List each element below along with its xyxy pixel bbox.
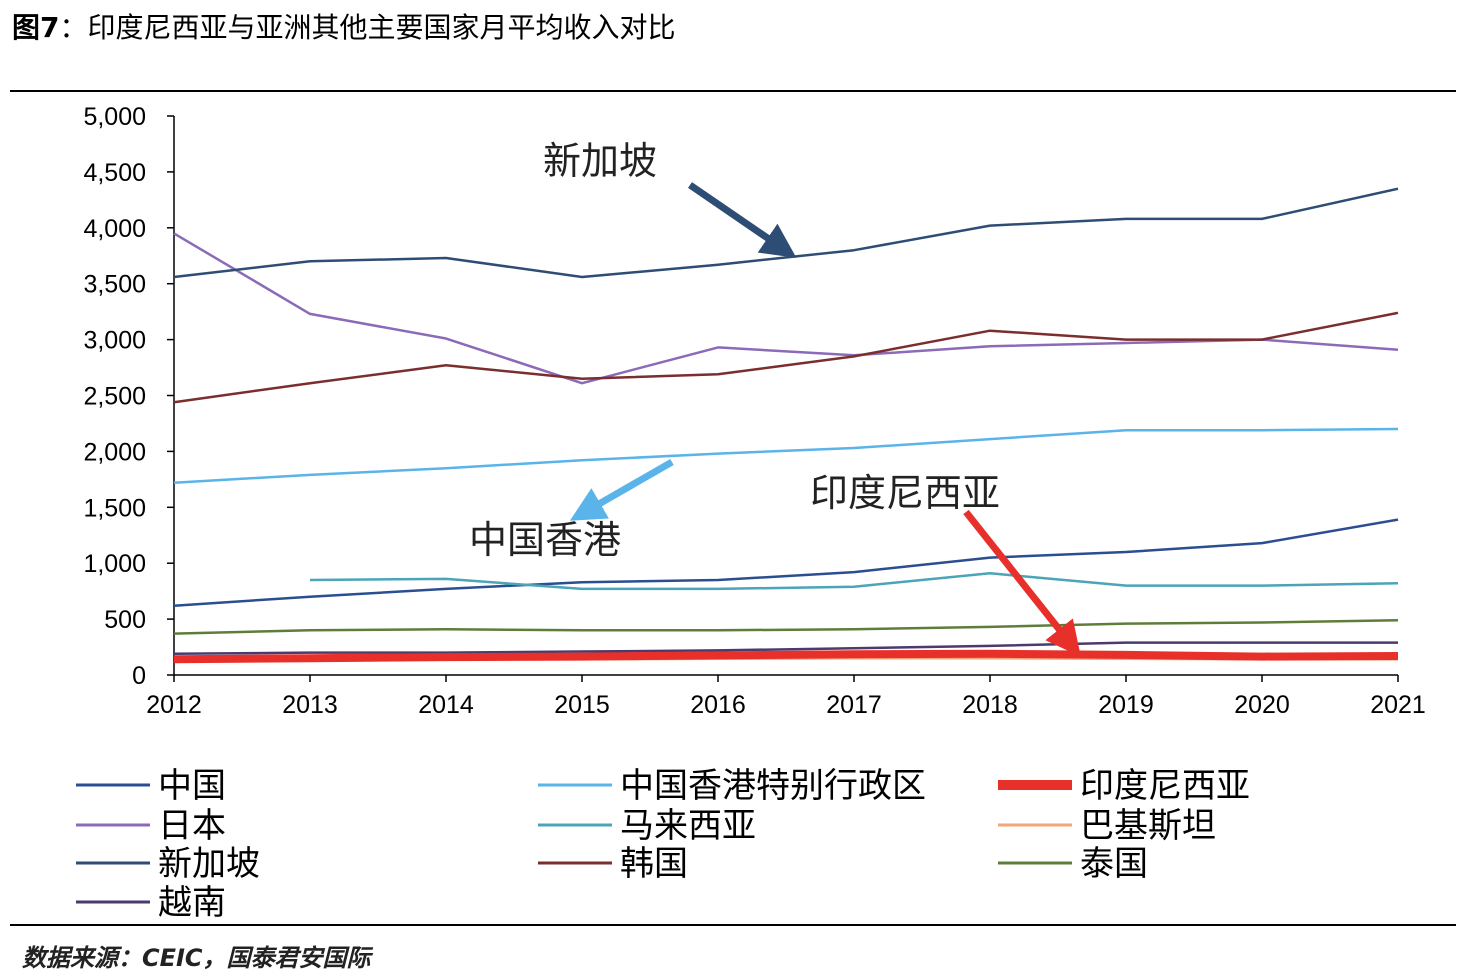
annotation-arrow xyxy=(963,509,1081,657)
series-line xyxy=(173,427,1399,484)
annotation-label: 新加坡 xyxy=(543,139,657,183)
chart-title: 图7：印度尼西亚与亚洲其他主要国家月平均收入对比 xyxy=(12,8,676,48)
source-note: 数据来源：CEIC，国泰君安国际 xyxy=(22,944,371,972)
y-tick-label: 1,000 xyxy=(83,550,146,578)
y-tick-label: 3,500 xyxy=(83,271,146,299)
x-tick-label: 2020 xyxy=(1234,691,1290,719)
y-tick-label: 5,000 xyxy=(83,103,146,131)
figure-number: 图7 xyxy=(12,11,60,44)
x-tick-label: 2014 xyxy=(418,691,474,719)
legend-label: 韩国 xyxy=(620,844,688,884)
legend-label: 马来西亚 xyxy=(620,806,756,846)
series-line xyxy=(173,518,1399,607)
x-tick-label: 2021 xyxy=(1370,691,1426,719)
series-lines xyxy=(173,187,1399,664)
bottom-rule xyxy=(10,924,1456,926)
annotation-arrow xyxy=(688,182,797,258)
x-tick-label: 2012 xyxy=(146,691,202,719)
y-tick-label: 2,500 xyxy=(83,383,146,411)
y-tick-label: 3,000 xyxy=(83,327,146,355)
axes: 0 500 1,000 1,500 2,000 2,500 3,000 3,500 4,000 4… xyxy=(83,103,1425,719)
series-line xyxy=(173,649,1399,664)
y-tick-label: 500 xyxy=(104,606,146,634)
title-text: 印度尼西亚与亚洲其他主要国家月平均收入对比 xyxy=(87,11,676,44)
legend-label: 新加坡 xyxy=(158,844,260,884)
legend-label: 印度尼西亚 xyxy=(1080,766,1250,806)
series-line xyxy=(173,618,1399,635)
y-tick-label: 0 xyxy=(132,662,146,690)
y-tick-label: 2,000 xyxy=(83,438,146,466)
legend-label: 巴基斯坦 xyxy=(1080,806,1216,846)
legend-label: 中国 xyxy=(158,766,226,806)
annotation-arrow xyxy=(569,458,674,521)
series-line xyxy=(173,311,1399,404)
legend-label: 中国香港特别行政区 xyxy=(620,766,926,806)
y-tick-label: 4,000 xyxy=(83,215,146,243)
y-tick-label: 4,500 xyxy=(83,159,146,187)
annotation-label: 印度尼西亚 xyxy=(810,471,1000,515)
x-tick-label: 2019 xyxy=(1098,691,1154,719)
title-separator: ： xyxy=(59,11,88,44)
series-line xyxy=(309,572,1399,591)
series-line xyxy=(173,641,1398,656)
x-tick-label: 2013 xyxy=(282,691,338,719)
x-tick-label: 2018 xyxy=(962,691,1018,719)
top-rule xyxy=(10,90,1456,92)
x-tick-label: 2017 xyxy=(826,691,882,719)
legend-label: 泰国 xyxy=(1080,844,1148,884)
legend-label: 日本 xyxy=(158,806,226,846)
x-tick-label: 2015 xyxy=(554,691,610,719)
series-line xyxy=(173,187,1399,279)
y-tick-label: 1,500 xyxy=(83,494,146,522)
x-tick-label: 2016 xyxy=(690,691,746,719)
series-line xyxy=(173,232,1399,385)
annotation-label: 中国香港 xyxy=(469,518,621,562)
legend-label: 越南 xyxy=(158,883,226,923)
